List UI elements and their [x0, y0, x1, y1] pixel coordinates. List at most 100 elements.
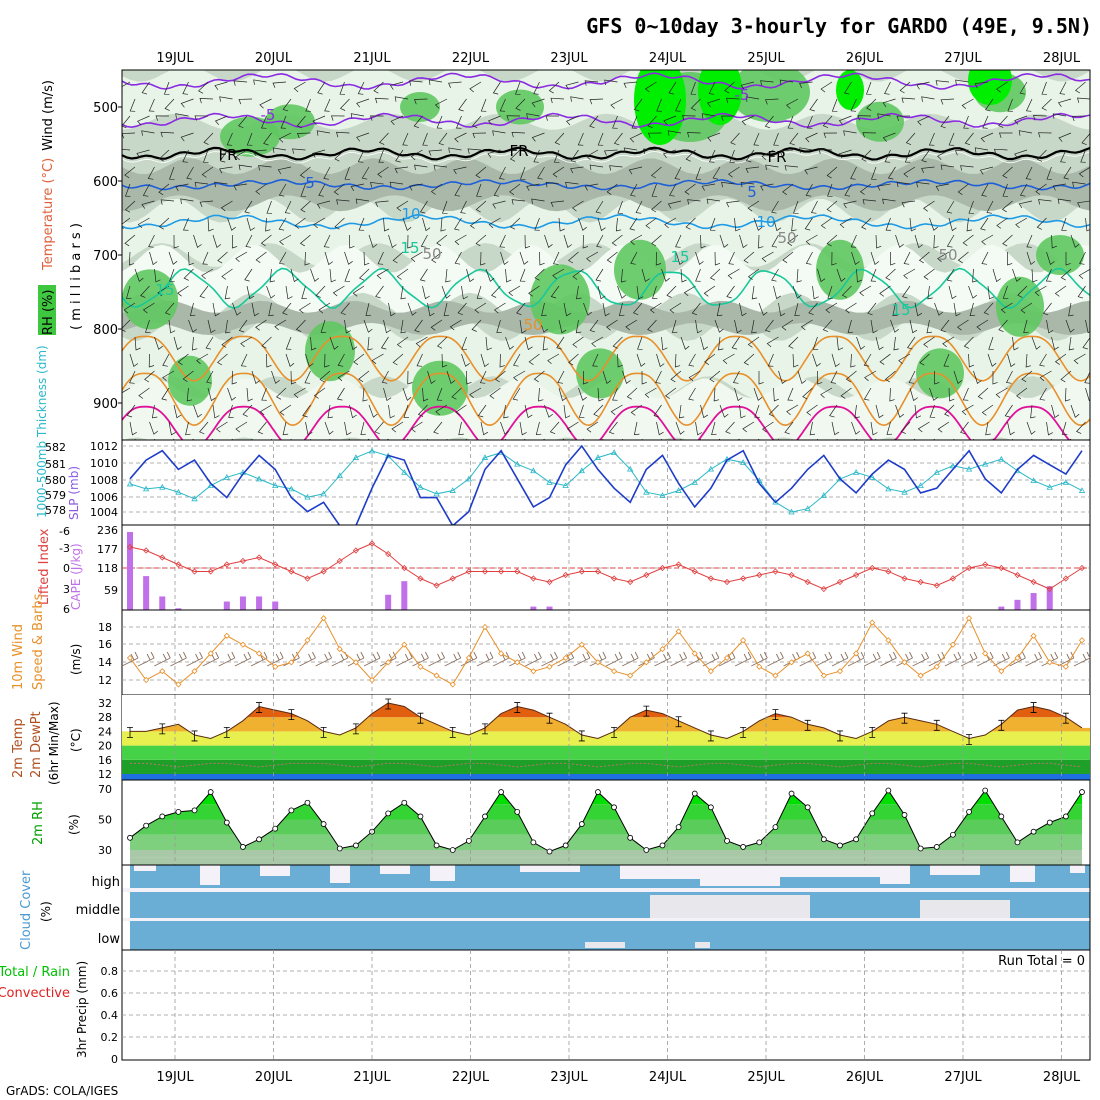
- rh2m-point: [804, 804, 811, 811]
- wind-barb: [1012, 336, 1019, 351]
- wind-barb: [1007, 421, 1015, 436]
- cape-bar: [272, 601, 279, 610]
- wind-barb: [269, 268, 276, 283]
- contour-label: 5: [747, 183, 757, 201]
- wind-barb: [134, 268, 144, 282]
- wind-barb: [1002, 183, 1009, 197]
- wind-barb: [485, 336, 492, 351]
- wind-barb: [550, 200, 565, 208]
- wind-barb: [246, 217, 255, 232]
- wind-barb: [122, 148, 131, 151]
- wind-barb: [985, 421, 991, 436]
- wind-barb: [1077, 200, 1090, 208]
- thickness-point: [401, 469, 408, 475]
- wind-barb: [664, 387, 677, 399]
- wind-barb: [370, 115, 384, 121]
- li-point: [417, 575, 424, 582]
- wind-barb: [294, 217, 306, 229]
- temp-band: [122, 774, 1090, 780]
- wind-barb: [390, 115, 404, 126]
- wind-barb: [557, 370, 565, 384]
- wind-barb: [519, 268, 526, 282]
- wind-barb: [182, 149, 189, 163]
- wind-barb: [1017, 285, 1028, 298]
- wind-barb: [740, 181, 755, 188]
- li-point: [1062, 575, 1069, 582]
- wind-barb: [368, 234, 378, 248]
- wind-barb: [461, 285, 468, 300]
- wind-barb: [188, 319, 198, 333]
- wind-barb: [240, 353, 248, 367]
- wind-barb: [1060, 268, 1072, 281]
- wind-barb: [988, 336, 994, 350]
- wind10m-point: [836, 668, 844, 675]
- wind-barb: [138, 387, 150, 399]
- wind-barb: [1072, 115, 1086, 122]
- wind-barb: [926, 319, 932, 334]
- thickness-point: [982, 460, 989, 467]
- wind-barb: [700, 234, 706, 249]
- wind-barb: [739, 404, 746, 419]
- wind-barb: [903, 251, 911, 265]
- wind-barb: [290, 370, 297, 385]
- wind-barb: [1078, 268, 1090, 280]
- wind-barb: [1078, 166, 1090, 178]
- wind-barb: [542, 336, 549, 351]
- wind-barb: [565, 81, 579, 90]
- temp2m-ylabel-1: 2m Temp: [11, 718, 26, 778]
- wind-barb: [413, 98, 428, 105]
- wind-barb: [1014, 149, 1028, 159]
- wind-barb: [157, 285, 170, 297]
- wind-barb: [154, 268, 161, 283]
- wind-barb: [805, 132, 818, 143]
- wind-barb: [284, 200, 292, 214]
- wind-barb: [706, 198, 721, 205]
- wind-barb: [531, 132, 545, 142]
- wind-barb: [160, 199, 175, 205]
- wind-barb: [323, 234, 331, 248]
- wind-barb: [496, 319, 502, 333]
- wind-barb: [884, 149, 891, 163]
- wind-barb: [485, 268, 495, 282]
- rh2m-point: [272, 825, 279, 832]
- wind10m-point: [707, 668, 714, 675]
- wind-barb: [480, 98, 487, 112]
- contour-label: 5: [305, 174, 315, 192]
- temp-minmax-bar: [514, 702, 521, 713]
- wind-barb: [784, 421, 794, 435]
- cloud-gap-high: [520, 865, 580, 872]
- wind-barb: [445, 268, 451, 283]
- thickness-point: [804, 505, 811, 512]
- wind-barb: [666, 285, 677, 298]
- rh2m-point: [482, 813, 488, 820]
- rh2m-point: [546, 848, 553, 855]
- wind-barb: [1015, 217, 1028, 229]
- wind-barb: [649, 302, 662, 314]
- wind-barb: [292, 148, 306, 154]
- wind-barb: [383, 319, 391, 334]
- wind-barb: [396, 336, 409, 348]
- wind10m-point: [949, 641, 956, 648]
- wind-barb: [304, 251, 310, 266]
- wind-barb: [566, 421, 579, 433]
- wind-barb: [875, 336, 884, 351]
- wind-barb: [908, 370, 916, 384]
- wind-barb: [768, 404, 779, 417]
- wind-barb: [336, 199, 350, 205]
- wind-barb: [255, 319, 267, 331]
- wind-barb: [809, 421, 816, 436]
- wind-barb: [189, 302, 196, 316]
- wind-barb: [729, 149, 735, 163]
- wind-barb: [690, 98, 701, 111]
- wind10m-point: [772, 672, 779, 679]
- thickness-point: [594, 454, 602, 460]
- wind-barb: [428, 79, 443, 85]
- pressure-tick: 600: [93, 175, 118, 190]
- temp-minmax-bar: [740, 727, 747, 738]
- wind-barb: [707, 98, 721, 108]
- thickness-point: [481, 454, 489, 460]
- cape-tick: 236: [97, 524, 118, 537]
- wind-barb: [272, 81, 287, 88]
- temp-contour-15: [122, 267, 1090, 309]
- wind10m-point: [578, 641, 585, 648]
